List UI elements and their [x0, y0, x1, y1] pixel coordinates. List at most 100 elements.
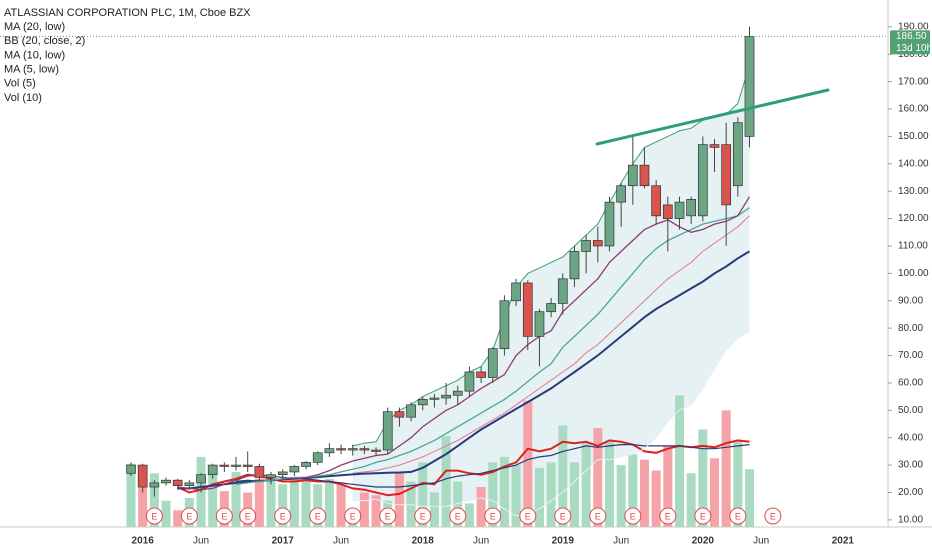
volume-bar: [546, 462, 556, 527]
volume-bar: [371, 495, 381, 527]
x-tick-label: Jun: [613, 536, 629, 547]
candle-body: [347, 448, 358, 451]
volume-bar: [674, 395, 684, 527]
volume-bar: [604, 440, 614, 527]
earnings-label: E: [490, 511, 496, 521]
last-price-box: [890, 30, 930, 55]
candle-body: [487, 348, 498, 378]
y-tick-label: 30.00: [898, 460, 923, 471]
x-tick-label: 2021: [832, 536, 855, 547]
candle-body: [441, 394, 451, 399]
earnings-marker: [764, 507, 782, 525]
volume-bar: [558, 425, 568, 527]
candle-body: [744, 36, 755, 137]
y-tick-label: 150.00: [898, 131, 929, 142]
candle-body: [499, 300, 510, 350]
candle-body: [721, 144, 732, 206]
y-tick-label: 170.00: [898, 76, 929, 87]
volume-bar: [359, 492, 369, 527]
candle-body: [336, 448, 346, 451]
y-tick-label: 110.00: [898, 241, 928, 252]
volume-bar: [254, 478, 264, 527]
moving-average-line: [235, 207, 750, 485]
earnings-label: E: [525, 511, 531, 521]
volume-bar: [721, 410, 731, 527]
volume-bar: [745, 469, 755, 527]
y-tick-label: 60.00: [898, 378, 923, 389]
earnings-marker: [379, 507, 397, 525]
candle-body: [674, 201, 685, 219]
y-tick-label: 90.00: [898, 295, 923, 306]
earnings-marker: [215, 507, 233, 525]
earnings-marker: [414, 507, 432, 525]
y-tick-label: 100.00: [898, 268, 929, 279]
candle-body: [137, 464, 148, 488]
earnings-label: E: [280, 511, 286, 521]
earnings-marker: [519, 507, 537, 525]
volume-bar: [149, 473, 159, 527]
volume-bar: [499, 456, 509, 527]
candle-body: [627, 164, 638, 187]
earnings-marker: [624, 507, 642, 525]
legend-entry: MA (10, low): [4, 49, 65, 61]
candle-body: [289, 466, 300, 473]
earnings-label: E: [455, 511, 461, 521]
earnings-marker: [309, 507, 327, 525]
y-tick-label: 50.00: [898, 405, 923, 416]
last-price-label: 186.50: [896, 31, 927, 42]
volume-bar: [476, 487, 486, 527]
candle-body: [406, 404, 416, 418]
earnings-label: E: [385, 511, 391, 521]
x-tick-label: 2018: [412, 536, 435, 547]
earnings-label: E: [770, 511, 776, 521]
candle-body: [312, 452, 323, 463]
bollinger-lower: [352, 330, 750, 517]
candle-body: [324, 448, 335, 454]
candle-body: [476, 371, 486, 378]
y-tick-label: 190.00: [898, 21, 929, 32]
earnings-marker: [344, 507, 362, 525]
candle-body: [569, 251, 580, 280]
earnings-label: E: [186, 511, 192, 521]
volume-bar: [511, 465, 521, 527]
y-tick-label: 70.00: [898, 350, 923, 361]
earnings-marker: [274, 507, 292, 525]
legend-entry: BB (20, close, 2): [4, 35, 85, 47]
candle-body: [686, 199, 697, 217]
earnings-label: E: [630, 511, 636, 521]
volume-bar: [453, 481, 463, 527]
volume-bar: [441, 436, 451, 527]
earnings-label: E: [735, 511, 741, 521]
earnings-label: E: [221, 511, 227, 521]
candle-body: [452, 390, 463, 396]
candle-body: [219, 464, 230, 467]
volume-bar: [406, 481, 416, 527]
candle-body: [277, 471, 288, 476]
volume-bar: [616, 465, 626, 527]
volume-bar: [628, 454, 638, 527]
volume-bar: [698, 429, 708, 527]
volume-bar: [289, 478, 299, 527]
earnings-label: E: [665, 511, 671, 521]
y-tick-label: 10.00: [898, 515, 923, 526]
candle-body: [161, 479, 171, 484]
candle-body: [266, 474, 276, 478]
volume-bar: [569, 462, 579, 527]
countdown-label: 13d 10h: [896, 43, 932, 54]
volume-bar: [581, 443, 591, 527]
earnings-label: E: [595, 511, 601, 521]
candle-body: [697, 144, 708, 217]
candle-body: [429, 397, 440, 400]
candle-body: [301, 462, 311, 467]
earnings-marker: [729, 507, 747, 525]
y-tick-label: 40.00: [898, 432, 923, 443]
legend-entry: MA (5, low): [4, 64, 59, 76]
candle-body: [231, 464, 241, 467]
earnings-label: E: [420, 511, 426, 521]
volume-bar: [534, 467, 544, 527]
y-tick-label: 130.00: [898, 186, 929, 197]
candle-body: [382, 411, 393, 451]
x-tick-label: Jun: [473, 536, 489, 547]
x-tick-label: Jun: [193, 536, 209, 547]
